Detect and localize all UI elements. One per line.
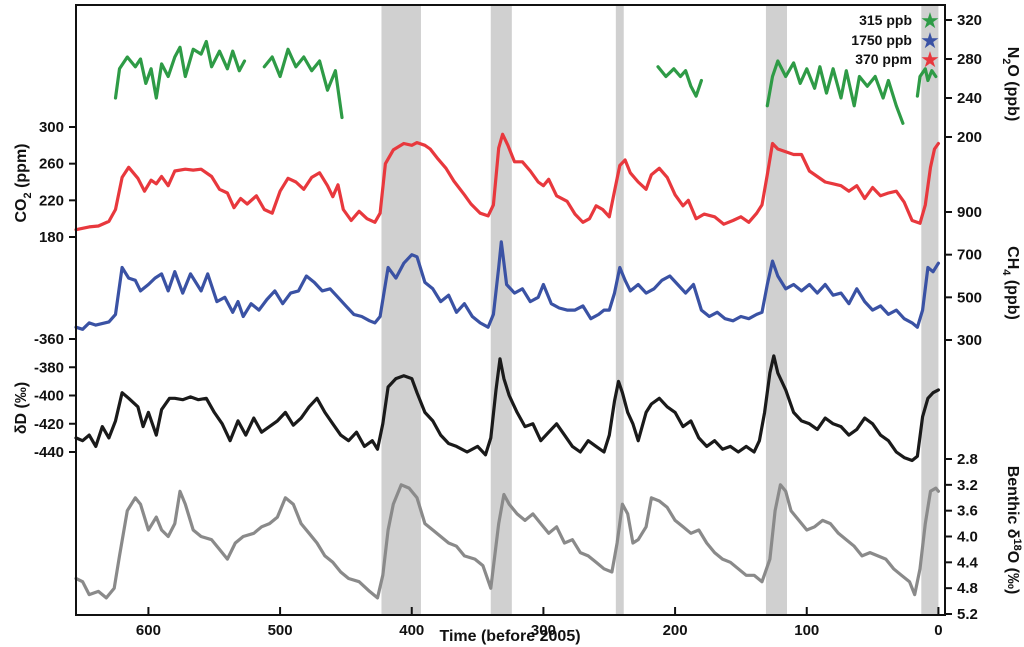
plot-frame [75, 4, 946, 616]
data-series [74, 39, 940, 600]
shaded-interval [615, 6, 624, 614]
x-tick-label: 200 [663, 622, 688, 639]
y-tick-label-co2: 220 [39, 192, 64, 209]
star-icon: ★ [920, 48, 940, 73]
co2-axis-title: CO2 (ppm) [13, 144, 34, 223]
y-tick-label-n2o: 320 [957, 12, 982, 29]
ch4-axis-title: CH4 (ppb) [1000, 246, 1021, 320]
x-axis: 600 500 400 300 200 100 0 [136, 607, 943, 639]
y-tick-label-co2: 300 [39, 119, 64, 136]
y-tick-label-co2: 180 [39, 229, 64, 246]
legend-item-n2o: 315 ppb ★ [859, 9, 940, 34]
x-tick-label: 300 [531, 622, 556, 639]
series-line-n2o [765, 59, 905, 125]
x-tick-label: 400 [399, 622, 424, 639]
y-tick-label-dd: -380 [34, 359, 64, 376]
series-line-co2 [74, 132, 940, 232]
x-tick-label: 100 [794, 622, 819, 639]
y-tick-label-dd: -440 [34, 444, 64, 461]
y-tick-label-n2o: 280 [957, 51, 982, 68]
star-icon: ★ [920, 9, 940, 34]
series-line-d18o [74, 483, 940, 600]
series-line-dd [74, 354, 940, 463]
left-axes: 180 220 260 300 -360 -380 -400 -420 -440 [34, 119, 76, 461]
series-line-ch4 [74, 240, 940, 331]
y-tick-label-n2o: 240 [957, 90, 982, 107]
legend: 315 ppb ★ 1750 ppb ★ 370 ppm ★ [851, 9, 940, 73]
y-tick-label-ch4: 900 [957, 204, 982, 221]
y-tick-label-n2o: 200 [957, 129, 982, 146]
star-icon: ★ [920, 29, 940, 54]
series-line-n2o [262, 47, 344, 120]
y-tick-label-co2: 260 [39, 156, 64, 173]
x-tick-label: 500 [268, 622, 293, 639]
legend-label-ch4: 1750 ppb [851, 32, 912, 48]
shaded-interval [381, 6, 421, 614]
y-tick-label-d18o: 4.8 [957, 580, 978, 597]
legend-label-co2: 370 ppm [855, 51, 912, 67]
x-tick-label: 0 [934, 622, 942, 639]
x-axis-title: Time (before 2005) [439, 628, 580, 645]
y-tick-label-d18o: 4.0 [957, 529, 978, 546]
y-tick-label-d18o: 3.2 [957, 477, 978, 494]
series-line-n2o [113, 39, 247, 100]
n2o-axis-title: N2O (ppb) [1000, 47, 1021, 122]
legend-item-co2: 370 ppm ★ [855, 48, 940, 73]
shaded-interval [490, 6, 512, 614]
x-tick-label: 600 [136, 622, 161, 639]
y-tick-label-ch4: 700 [957, 247, 982, 264]
dd-axis-title: δD (‰) [13, 382, 30, 434]
y-tick-label-dd: -400 [34, 388, 64, 405]
y-tick-label-d18o: 3.6 [957, 503, 978, 520]
y-tick-label-dd: -420 [34, 416, 64, 433]
right-axes: 320 280 240 200 900 700 500 300 2.8 3.2 3.6 4.0 4.4 4… [945, 12, 982, 623]
d18o-axis-title: Benthic δ18O (‰) [1004, 466, 1023, 595]
y-tick-label-ch4: 500 [957, 289, 982, 306]
y-tick-label-d18o: 5.2 [957, 606, 978, 623]
series-line-n2o [656, 65, 703, 98]
y-tick-label-dd: -360 [34, 331, 64, 348]
y-tick-label-ch4: 300 [957, 332, 982, 349]
legend-label-n2o: 315 ppb [859, 12, 912, 28]
y-tick-label-d18o: 4.4 [957, 554, 979, 571]
y-tick-label-d18o: 2.8 [957, 451, 978, 468]
legend-item-ch4: 1750 ppb ★ [851, 29, 940, 54]
series-line-n2o [915, 67, 938, 98]
